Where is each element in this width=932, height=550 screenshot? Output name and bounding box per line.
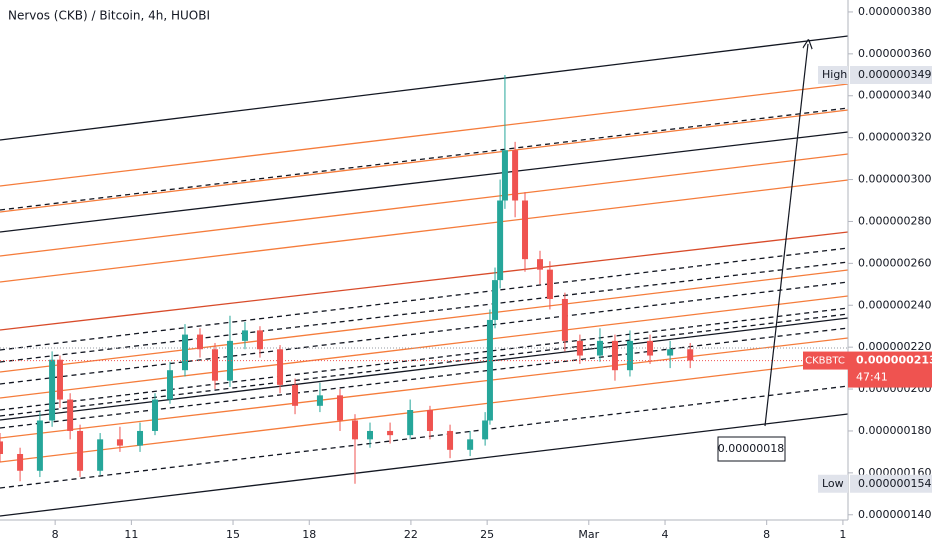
- candle-body: [0, 441, 3, 455]
- candle-body: [687, 349, 694, 361]
- candle-body: [56, 359, 63, 400]
- low_marker-label: Low: [822, 477, 844, 490]
- y-tick-label: 0.0000003200: [858, 131, 932, 144]
- y-tick-label: 0.0000002400: [858, 298, 932, 311]
- high_marker-tag: [818, 66, 848, 85]
- candle-body: [667, 349, 674, 356]
- x-tick-label: 25: [480, 528, 494, 541]
- candle-body: [49, 359, 56, 421]
- high_marker-box: [850, 66, 932, 85]
- candle-body: [387, 430, 394, 436]
- candle-body: [426, 410, 433, 431]
- low_marker-tag: [818, 474, 848, 493]
- candle-body: [522, 200, 529, 260]
- candle-body: [447, 430, 454, 450]
- y-tick-label: 0.0000003000: [858, 173, 932, 186]
- black-channel: [0, 35, 848, 517]
- high_marker-label: High: [822, 68, 847, 81]
- candle-body: [482, 420, 489, 440]
- candle-body: [77, 430, 84, 471]
- candle-body: [501, 150, 508, 201]
- candle-body: [366, 430, 373, 440]
- x-tick-label: 4: [662, 528, 669, 541]
- chart-title: Nervos (CKB) / Bitcoin, 4h, HUOBI: [8, 9, 210, 23]
- candle-body: [211, 349, 218, 381]
- candle-body: [226, 340, 233, 381]
- candle-body: [256, 330, 263, 350]
- symbol-label: CKBBTC: [805, 356, 845, 367]
- candle-body: [137, 430, 144, 446]
- candle-body: [337, 395, 344, 421]
- candle-body: [486, 319, 493, 421]
- candle-body: [647, 340, 654, 356]
- candle-body: [316, 395, 323, 406]
- candle-body: [497, 200, 504, 281]
- candle-body: [576, 340, 583, 356]
- x-tick-label: 15: [226, 528, 240, 541]
- measure-label: 0.00000018: [718, 442, 784, 455]
- candle-body: [17, 454, 24, 471]
- y-tick-label: 0.0000003800: [858, 5, 932, 18]
- high_marker-value: 0.0000003499: [858, 68, 932, 81]
- x-tick-label: 22: [404, 528, 418, 541]
- candle-body: [492, 280, 499, 320]
- measure-box: [717, 436, 786, 462]
- x-tick-label: 18: [302, 528, 316, 541]
- candle-body: [407, 410, 414, 436]
- x-tick-label: Mar: [578, 528, 599, 541]
- candle-body: [537, 259, 544, 270]
- low_marker-value: 0.0000001548: [858, 477, 932, 490]
- last-price-timer: 47:41: [856, 371, 888, 384]
- candle-body: [36, 420, 43, 471]
- last-price-value: 0.0000002136: [856, 354, 932, 367]
- y-tick-label: 0.0000001800: [858, 424, 932, 437]
- y-tick-label: 0.0000002600: [858, 256, 932, 269]
- y-tick-label: 0.0000002800: [858, 214, 932, 227]
- low_marker-box: [850, 474, 932, 493]
- symbol-box: [803, 351, 848, 370]
- candle-body: [241, 330, 248, 341]
- y-tick-label: 0.0000002200: [858, 340, 932, 353]
- candle-body: [277, 349, 284, 385]
- x-tick-label: 8: [763, 528, 770, 541]
- candle-body: [152, 399, 159, 431]
- candle-body: [467, 439, 474, 450]
- candle-body: [181, 334, 188, 371]
- candle-body: [561, 298, 568, 341]
- candle-body: [292, 384, 299, 406]
- x-tick-label: 11: [124, 528, 138, 541]
- candle-body: [596, 340, 603, 356]
- candle-body: [167, 370, 174, 400]
- y-tick-label: 0.0000003400: [858, 89, 932, 102]
- y-tick-label: 0.0000003600: [858, 47, 932, 60]
- measure-arrow: [764, 44, 808, 427]
- x-tick-label: 1: [839, 528, 846, 541]
- dashed-lines: [0, 107, 848, 489]
- candle-body: [546, 269, 553, 299]
- last-price-box: [848, 351, 932, 388]
- candles: [0, 75, 694, 484]
- candle-body: [97, 439, 104, 471]
- candle-body: [626, 340, 633, 371]
- x-tick-label: 8: [52, 528, 59, 541]
- candle-body: [512, 150, 519, 201]
- candle-body: [352, 420, 359, 440]
- candle-body: [611, 340, 618, 371]
- candle-body: [67, 399, 74, 431]
- y-tick-label: 0.0000001400: [858, 508, 932, 521]
- candle-body: [196, 334, 203, 350]
- candle-body: [116, 439, 123, 446]
